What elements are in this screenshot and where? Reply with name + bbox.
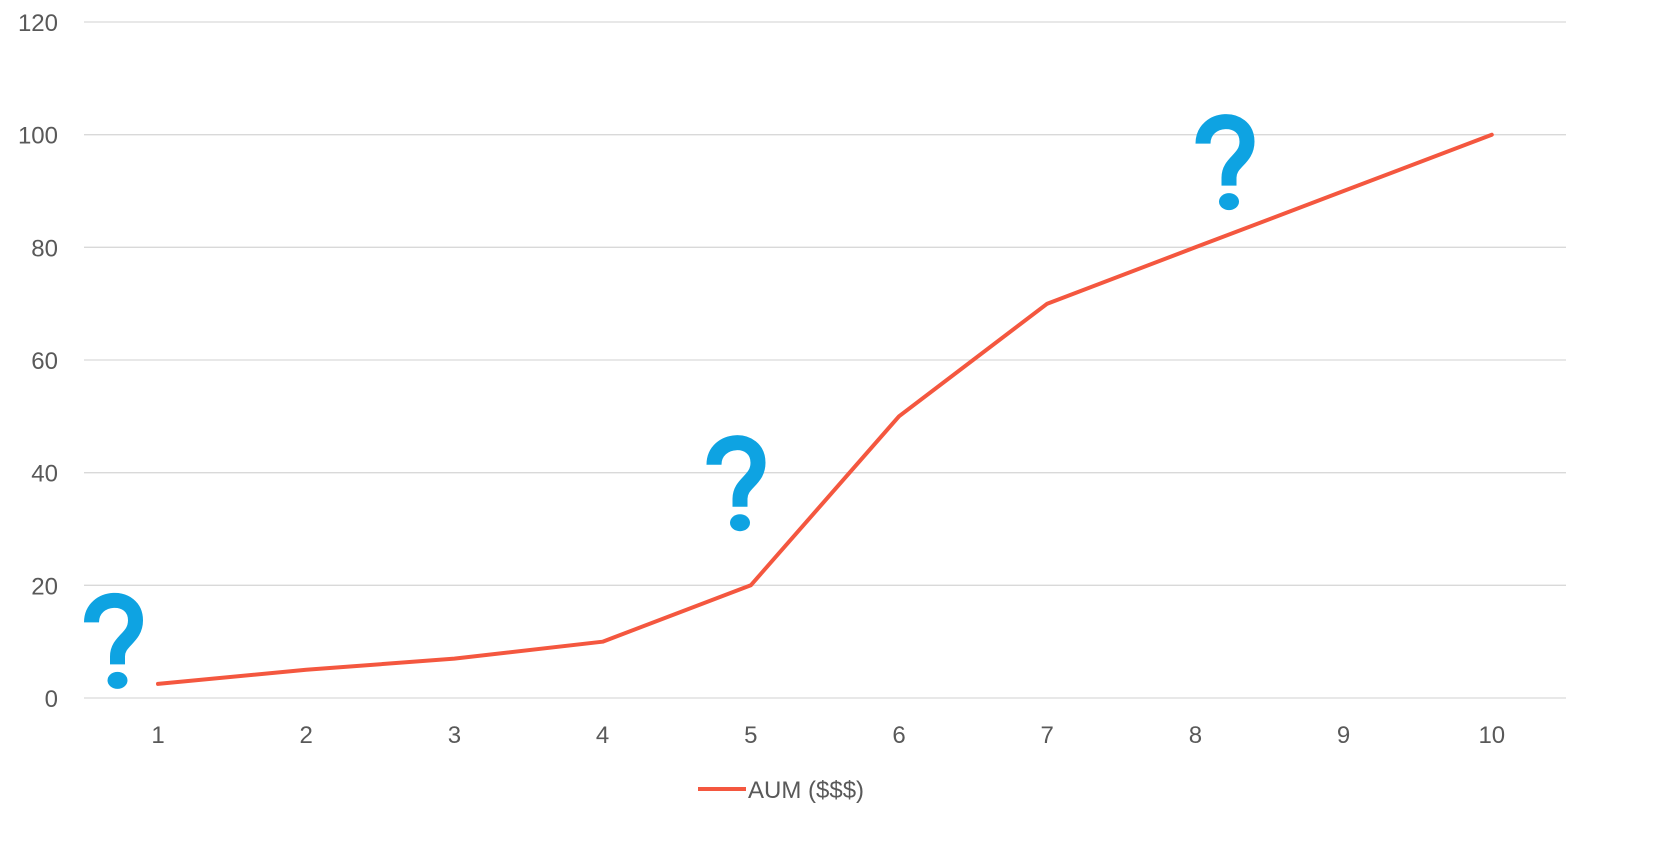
- question-mark-icon: [1195, 114, 1255, 211]
- x-tick-label: 9: [1337, 722, 1350, 749]
- question-mark-hook: [706, 435, 766, 507]
- series-lines: [156, 132, 1494, 686]
- x-axis-tick-labels: 1 2 3 4 5 6 7 8 9 10: [151, 722, 1505, 749]
- x-tick-label: 4: [596, 722, 609, 749]
- question-mark-dot: [107, 671, 128, 689]
- y-axis-tick-labels: 0 20 40 60 80 100 120: [18, 10, 58, 713]
- x-tick-label: 1: [151, 722, 164, 749]
- y-tick-label: 20: [31, 573, 58, 600]
- y-tick-label: 120: [18, 10, 58, 37]
- x-tick-label: 5: [744, 722, 757, 749]
- annotations: [84, 114, 1255, 689]
- question-mark-icon: [706, 435, 766, 532]
- x-tick-label: 6: [892, 722, 905, 749]
- y-tick-label: 60: [31, 348, 58, 375]
- x-tick-label: 2: [300, 722, 313, 749]
- x-tick-label: 10: [1478, 722, 1505, 749]
- x-tick-label: 7: [1041, 722, 1054, 749]
- question-mark-hook: [1195, 114, 1255, 186]
- question-mark-dot: [730, 514, 750, 532]
- y-tick-label: 80: [31, 235, 58, 262]
- question-mark-icon: [84, 592, 144, 689]
- x-tick-label: 3: [448, 722, 461, 749]
- x-tick-label: 8: [1189, 722, 1202, 749]
- legend: AUM ($$$): [698, 777, 864, 804]
- question-mark-hook: [84, 592, 144, 665]
- gridlines: [84, 21, 1566, 699]
- question-mark-dot: [1219, 193, 1239, 211]
- y-tick-label: 40: [31, 461, 58, 488]
- series-line-aum: [156, 132, 1494, 686]
- legend-label: AUM ($$$): [748, 777, 864, 804]
- y-tick-label: 100: [18, 123, 58, 150]
- y-tick-label: 0: [45, 686, 58, 713]
